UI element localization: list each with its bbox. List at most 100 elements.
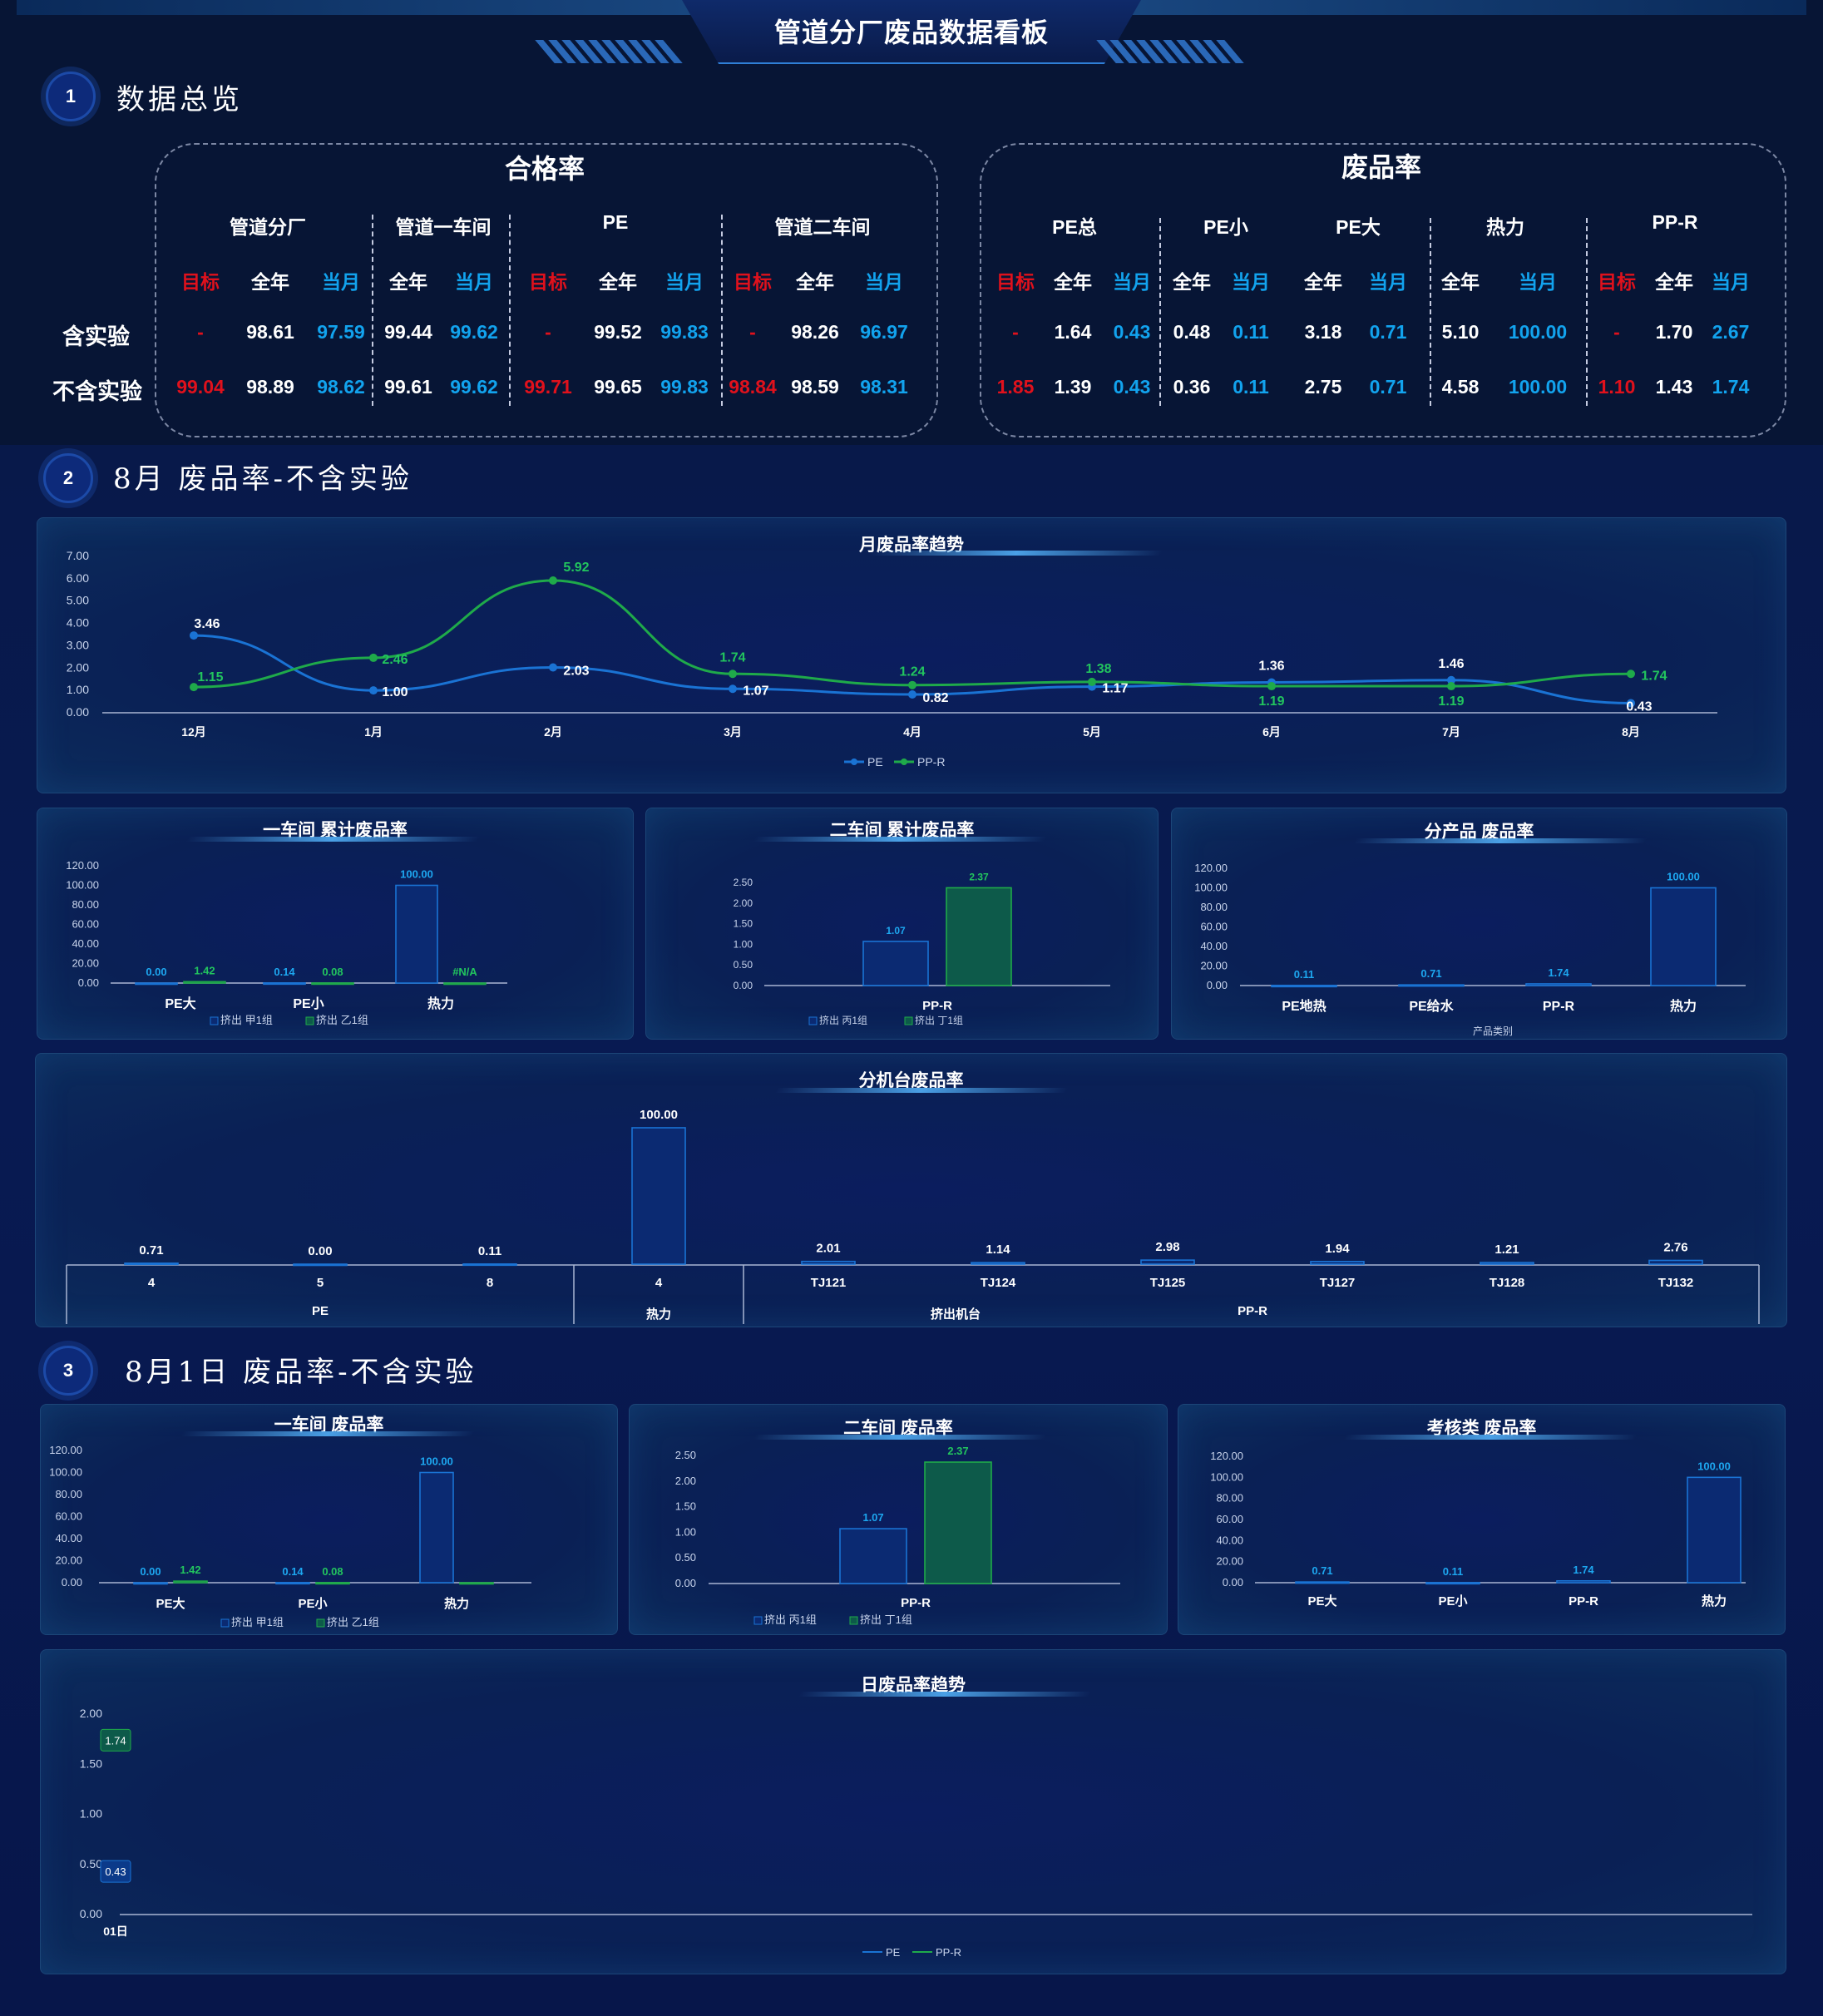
data-label: 0.11 xyxy=(1443,1565,1464,1578)
x-category-label: 5 xyxy=(317,1276,324,1290)
x-category-label: 7月 xyxy=(1442,725,1460,739)
y-tick-label: 100.00 xyxy=(1210,1470,1243,1483)
bar xyxy=(173,1580,208,1584)
ws2-daily-chart: 2.50 2.00 1.50 1.00 0.50 0.00 PP-R 1.07 2.37 挤出 丙… xyxy=(675,1445,1120,1626)
legend-label: 挤出 丙1组 xyxy=(764,1613,817,1626)
bar xyxy=(1525,983,1592,986)
scrap-rate-separator xyxy=(1430,218,1431,406)
y-tick-label: 120.00 xyxy=(1210,1450,1243,1462)
bar xyxy=(459,1582,494,1585)
pass-rate-subheader: 目标 xyxy=(181,271,220,293)
x-category-label: PE给水 xyxy=(1409,998,1454,1014)
monthly-trend-chart: 7.00 6.00 5.00 4.00 3.00 2.00 1.00 0.00 12月 1月 2月 3… xyxy=(67,549,1717,768)
data-label: 0.43 xyxy=(105,1865,126,1878)
bar xyxy=(275,1582,310,1585)
y-tick-label: 80.00 xyxy=(72,898,99,911)
y-tick-label: 120.00 xyxy=(49,1444,82,1456)
x-category-label: 12月 xyxy=(181,725,206,739)
pass-rate-value: 99.61 xyxy=(384,376,432,398)
y-tick-label: 0.00 xyxy=(734,980,753,991)
panel-title: 二车间 废品率 xyxy=(843,1419,953,1438)
x-category-label: PE小 xyxy=(1438,1594,1467,1608)
data-point xyxy=(1267,682,1276,691)
bar xyxy=(395,884,438,984)
data-label: 1.74 xyxy=(719,650,745,665)
dashboard-title: 管道分厂废品数据看板 xyxy=(773,17,1049,47)
data-label: 2.37 xyxy=(969,871,989,882)
data-label: 1.24 xyxy=(899,665,925,679)
scrap-rate-value: 1.85 xyxy=(996,376,1035,398)
y-tick-label: 60.00 xyxy=(1200,921,1228,933)
scrap-rate-group-header: PP-R xyxy=(1652,211,1698,233)
scrap-rate-subheader: 全年 xyxy=(1173,271,1211,293)
y-tick-label: 40.00 xyxy=(55,1532,82,1544)
section-2-title: 8月 废品率-不含实验 xyxy=(113,462,413,496)
y-tick-label: 60.00 xyxy=(1216,1513,1243,1525)
panel-daily-trend: 日废品率趋势 2.00 1.50 1.00 0.50 0.00 01日 0.43 1.74 PE… xyxy=(40,1649,1786,1974)
legend-label: PP-R xyxy=(917,755,945,768)
data-label: 100.00 xyxy=(420,1455,453,1468)
data-label: 1.14 xyxy=(986,1243,1010,1257)
machine-chart: 0.71 4 0.00 5 0.11 8 100.00 4 2.01 TJ121 1.14 TJ124… xyxy=(66,1108,1760,1324)
scrap-rate-subheader: 当月 xyxy=(1113,271,1151,293)
y-tick-label: 80.00 xyxy=(55,1488,82,1500)
bar xyxy=(443,982,487,986)
x-category-label: 4 xyxy=(655,1276,663,1290)
x-category-label: 热力 xyxy=(427,996,454,1011)
y-tick-label: 4.00 xyxy=(67,616,89,630)
y-tick-label: 1.50 xyxy=(734,918,753,930)
section-1-title: 数据总览 xyxy=(116,83,243,116)
y-tick-label: 100.00 xyxy=(1194,882,1228,894)
assess-chart: 120.00 100.00 80.00 60.00 40.00 20.00 0.00 PE大 0… xyxy=(1210,1450,1746,1608)
data-label: 1.07 xyxy=(862,1511,883,1524)
data-label: 1.74 xyxy=(1641,669,1667,683)
bar xyxy=(1480,1262,1534,1265)
scrap-rate-value: 5.10 xyxy=(1441,321,1480,343)
data-point xyxy=(549,663,557,672)
y-tick-label: 0.50 xyxy=(675,1551,696,1564)
bar xyxy=(1295,1581,1350,1584)
bar xyxy=(1310,1261,1365,1265)
legend-label: 挤出 丙1组 xyxy=(819,1014,867,1026)
bar xyxy=(1687,1476,1741,1584)
data-label: #N/A xyxy=(452,966,477,978)
y-tick-label: 1.00 xyxy=(80,1807,102,1821)
scrap-rate-value: 0.71 xyxy=(1369,376,1407,398)
y-tick-label: 0.00 xyxy=(67,705,89,719)
legend-swatch xyxy=(316,1618,325,1628)
data-label: 1.15 xyxy=(197,670,223,684)
y-tick-label: 0.00 xyxy=(1207,979,1228,991)
data-label: 2.37 xyxy=(947,1445,968,1457)
y-tick-label: 3.00 xyxy=(67,638,89,651)
data-point xyxy=(369,686,378,695)
panel-title: 一车间 累计废品率 xyxy=(263,821,408,840)
panel-monthly-trend: 月废品率趋势 7.00 6.00 5.00 4.00 3.00 2.00 1.00 0.00 1… xyxy=(37,517,1786,793)
y-tick-label: 2.00 xyxy=(734,897,753,909)
pass-rate-subheader: 当月 xyxy=(665,271,704,293)
group-label: PE xyxy=(312,1304,329,1318)
legend-label: 挤出 丁1组 xyxy=(915,1014,963,1026)
scrap-rate-separator xyxy=(1159,218,1161,406)
pass-rate-subheader: 目标 xyxy=(529,271,567,293)
y-tick-label: 0.00 xyxy=(62,1576,82,1589)
data-label: 0.71 xyxy=(1420,967,1441,980)
scrap-rate-subheader: 全年 xyxy=(1441,271,1480,293)
legend-swatch xyxy=(220,1618,230,1628)
data-point xyxy=(729,670,737,679)
legend-label: 挤出 丁1组 xyxy=(860,1613,912,1626)
bar xyxy=(1648,1259,1703,1265)
section-3-title: 8月1日 废品率-不含实验 xyxy=(125,1356,477,1389)
bar xyxy=(1556,1579,1611,1584)
x-category-label: TJ132 xyxy=(1658,1276,1694,1290)
pass-rate-value: - xyxy=(545,321,551,343)
scrap-rate-value: - xyxy=(1613,321,1620,343)
ws1-daily-chart: 120.00 100.00 80.00 60.00 40.00 20.00 0.00 PE大 0… xyxy=(49,1444,531,1628)
y-tick-label: 40.00 xyxy=(72,937,99,950)
scrap-rate-value: 0.36 xyxy=(1173,376,1211,398)
pass-rate-value: 99.52 xyxy=(594,321,642,343)
y-tick-label: 100.00 xyxy=(66,879,99,892)
group-label: PP-R xyxy=(1238,1304,1267,1318)
bar xyxy=(946,887,1012,986)
data-point xyxy=(190,683,198,692)
data-label: 1.07 xyxy=(886,925,906,936)
